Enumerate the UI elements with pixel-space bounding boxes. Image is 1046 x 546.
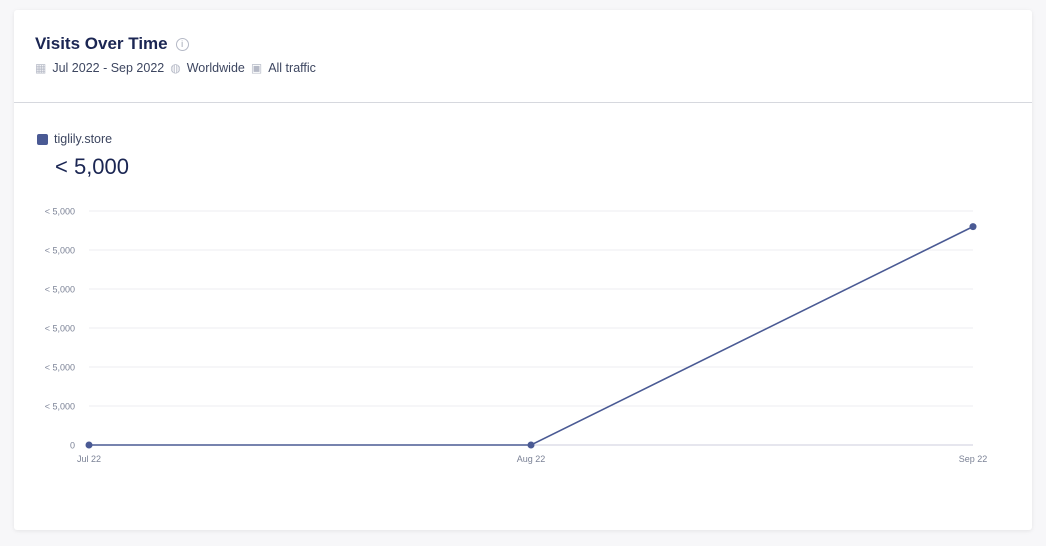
y-tick-label: 0	[70, 441, 75, 451]
data-point	[969, 223, 977, 231]
y-tick-label: < 5,000	[45, 324, 75, 334]
data-point	[85, 441, 93, 449]
card-title: Visits Over Time i	[35, 34, 189, 54]
x-tick-label: Jul 22	[77, 454, 101, 464]
traffic-type: All traffic	[268, 61, 316, 75]
x-tick-label: Aug 22	[517, 454, 546, 464]
x-tick-label: Sep 22	[959, 454, 988, 464]
series-line	[89, 225, 974, 446]
visits-over-time-card: Visits Over Time i ▦ Jul 2022 - Sep 2022 ◍…	[14, 10, 1032, 530]
card-meta: ▦ Jul 2022 - Sep 2022 ◍ Worldwide ▣ All tra…	[35, 61, 316, 75]
legend-item[interactable]: tiglily.store	[37, 132, 112, 146]
legend-label: tiglily.store	[54, 132, 113, 146]
y-tick-label: < 5,000	[45, 246, 75, 256]
divider	[14, 102, 1032, 103]
calendar-icon: ▦	[35, 61, 47, 75]
info-icon[interactable]: i	[175, 37, 189, 51]
total-visits-value: < 5,000	[55, 154, 130, 179]
y-tick-label: < 5,000	[45, 207, 75, 217]
devices-icon: ▣	[250, 61, 263, 75]
y-tick-label: < 5,000	[45, 363, 75, 373]
y-tick-label: < 5,000	[45, 285, 75, 295]
globe-icon: ◍	[170, 61, 181, 75]
legend-checkbox[interactable]	[37, 133, 48, 145]
title-text: Visits Over Time	[35, 34, 168, 53]
data-point	[527, 441, 535, 449]
date-range: Jul 2022 - Sep 2022	[52, 61, 165, 75]
y-tick-label: < 5,000	[45, 402, 75, 412]
region: Worldwide	[186, 61, 245, 75]
